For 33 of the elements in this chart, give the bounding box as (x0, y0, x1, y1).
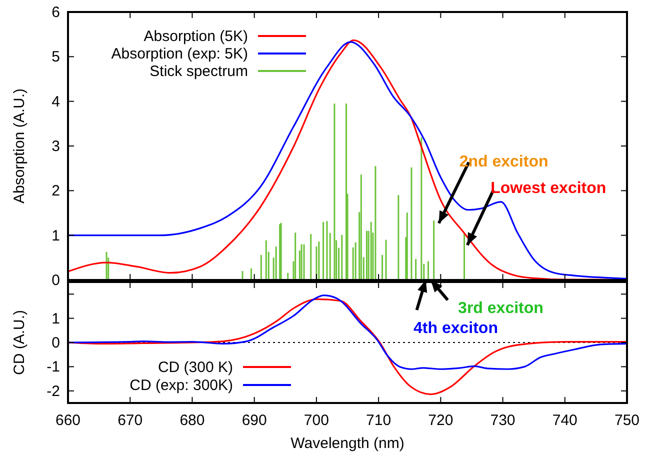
x-tick-label: 710 (366, 412, 392, 429)
y-tick-label: 5 (52, 48, 60, 66)
annotation: 3rd exciton (458, 300, 544, 317)
x-tick-label: 670 (118, 412, 143, 429)
annotation: 2nd exciton (459, 153, 548, 170)
y-tick-label: 6 (52, 4, 60, 21)
legend-label: Absorption (exp: 5K) (111, 46, 248, 62)
x-tick-label: 730 (490, 412, 516, 429)
legend-label: CD (300 K) (158, 359, 233, 376)
y-axis-title: Absorption (A.U.) (11, 88, 28, 204)
legend-label: CD (exp: 300K) (130, 377, 234, 394)
legend-label: Absorption (5K) (144, 28, 248, 45)
legend-label: Stick spectrum (150, 63, 248, 80)
x-tick-label: 700 (304, 412, 329, 429)
y-tick-label: 1 (52, 310, 60, 328)
annotation: 4th exciton (414, 320, 498, 337)
x-tick-label: 660 (55, 412, 81, 429)
annotation: Lowest exciton (490, 180, 606, 198)
y-tick-label: 0 (52, 272, 60, 289)
y-tick-label: 3 (52, 138, 60, 155)
y-tick-label: -2 (46, 382, 60, 400)
y-tick-label: -1 (46, 358, 60, 376)
y-tick-label: 0 (52, 334, 60, 352)
x-tick-label: 690 (242, 412, 267, 429)
x-tick-label: 720 (428, 412, 454, 429)
y-axis-title: CD (A.U.) (11, 310, 28, 375)
x-axis-title: Wavelength (nm) (290, 435, 404, 452)
y-tick-label: 4 (52, 93, 60, 110)
x-tick-label: 680 (180, 412, 205, 429)
x-tick-label: 740 (552, 412, 578, 429)
y-tick-label: 1 (52, 227, 60, 244)
x-tick-label: 750 (614, 412, 640, 429)
y-tick-label: 2 (52, 182, 60, 200)
